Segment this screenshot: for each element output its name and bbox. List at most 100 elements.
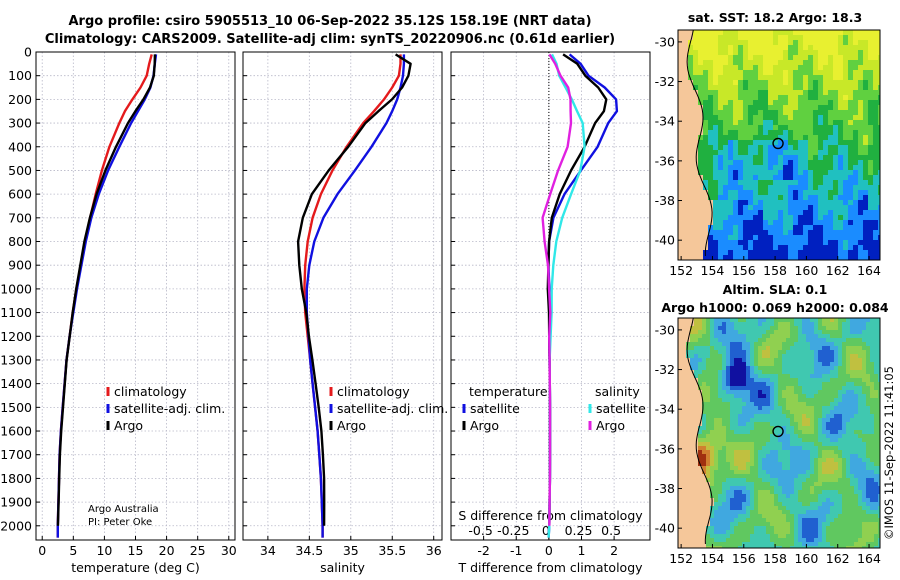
map-cell [738,145,744,151]
map-cell [706,370,711,375]
map-cell [803,45,809,51]
map-cell [834,534,839,539]
map-cell [790,482,795,487]
map-cell [762,450,767,455]
y-tick-label: 2000 [0,518,32,533]
map-cell [862,322,867,327]
map-cell [766,362,771,367]
map-cell [686,446,691,451]
map-cell [848,105,854,111]
map-cell [874,466,879,471]
map-cell [778,105,784,111]
map-cell [842,394,847,399]
map-cell [803,35,809,41]
map-cell [878,354,880,359]
map-cell [782,342,787,347]
map-cell [790,514,795,519]
map-cell [833,240,839,246]
y-tick-label: 1700 [0,447,32,462]
map-cell [718,150,724,156]
map-cell [814,490,819,495]
map-cell [718,526,723,531]
map-cell [803,100,809,106]
map-cell [874,318,879,323]
map-cell [778,140,784,146]
map-cell [743,230,749,236]
map-cell [722,506,727,511]
map-cell [768,160,774,166]
map-cell [788,90,794,96]
map-cell [718,45,724,51]
y-tick-label: 1800 [0,471,32,486]
map-cell [853,225,859,231]
map-cell [834,410,839,415]
map-cell [798,135,804,141]
map-cell [746,366,751,371]
map-cell [858,426,863,431]
map-cell [686,494,691,499]
map-cell [738,205,744,211]
map-cell [738,45,744,51]
map-cell [874,386,879,391]
map-cell [693,220,699,226]
map-cell [870,514,875,519]
map-cell [842,490,847,495]
map-cell [703,35,709,41]
map-cell [748,120,754,126]
map-cell [682,506,687,511]
map-cell [813,205,819,211]
map-cell [798,522,803,527]
map-cell [678,225,684,231]
map-cell [873,145,879,151]
map-cell [748,185,754,191]
map-cell [793,180,799,186]
map-cell [823,50,829,56]
map-cell [842,494,847,499]
map-cell [802,354,807,359]
map-cell [813,30,819,36]
map-cell [802,442,807,447]
map-cell [710,454,715,459]
map-cell [722,430,727,435]
map-cell [830,474,835,479]
map-cell [743,130,749,136]
map-cell [710,346,715,351]
map-cell [874,442,879,447]
map-cell [718,245,724,251]
map-cell [782,386,787,391]
map-cell [794,322,799,327]
map-cell [878,390,880,395]
map-cell [762,354,767,359]
map-cell [838,358,843,363]
map-cell [834,478,839,483]
map-cell [682,426,687,431]
map-cell [734,478,739,483]
map-cell [786,470,791,475]
map-cell [710,370,715,375]
map-cell [866,462,871,467]
map-cell [713,135,719,141]
map-cell [688,125,694,131]
map-cell [746,490,751,495]
map-cell [778,386,783,391]
map-cell [748,35,754,41]
map-cell [730,534,735,539]
map-cell [822,442,827,447]
map-cell [878,366,880,371]
map-cell [846,366,851,371]
map-cell [762,494,767,499]
map-cell [678,358,683,363]
map-cell [848,245,854,251]
map-cell [714,470,719,475]
map-cell [806,414,811,419]
map-cell [778,470,783,475]
map-cell [722,390,727,395]
map-cell [770,362,775,367]
map-cell [868,70,874,76]
map-cell [773,110,779,116]
map-cell [870,502,875,507]
x-tick-label: 15 [128,543,144,558]
map-cell [690,506,695,511]
map-cell [790,434,795,439]
map-cell [698,378,703,383]
